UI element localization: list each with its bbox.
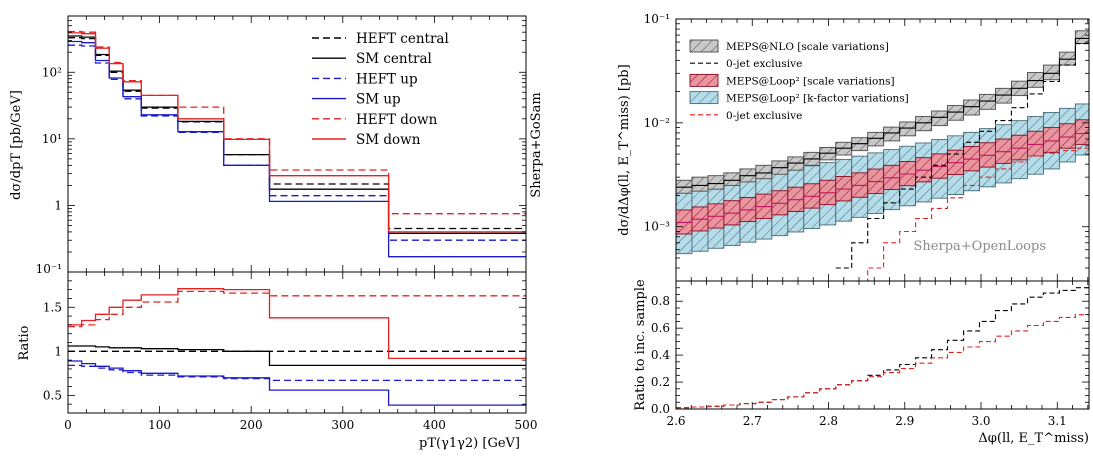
left-legend-label: SM up [356, 92, 401, 108]
right-nlo-band-bin [899, 121, 917, 137]
right-chart: 10⁻³ 10⁻² 10⁻¹ 0.0 0.2 0.4 0.6 0.8 2.6 2.7 2.8 2.9 3… [617, 12, 1090, 446]
right-nlo-band-bin [995, 87, 1012, 104]
right-watermark: Sherpa+OpenLoops [914, 239, 1046, 254]
right-legend-label: 0-jet exclusive [726, 58, 802, 70]
left-watermark: Sherpa+GoSam [529, 92, 544, 197]
right-x-tick-label: 2.8 [819, 414, 838, 428]
right-legend-label: MEPS@Loop² [k-factor variations] [726, 93, 909, 105]
right-nlo-band-bin [1027, 72, 1044, 88]
left-legend-label: HEFT central [356, 31, 449, 47]
right-x-tick-label: 3.1 [1048, 414, 1067, 428]
left-x-tick-label: 400 [423, 418, 446, 432]
right-nlo-band-bin [691, 176, 709, 192]
right-y-axis-label: dσ/dΔφ(ll, E_T^miss) [pb] [617, 64, 632, 235]
left-y-tick-label: 10¹ [42, 132, 62, 146]
left-x-axis-label: pT(γ1γ2) [GeV] [419, 436, 520, 451]
right-x-axis-label: Δφ(ll, E_T^miss) [978, 431, 1089, 446]
right-ratio-axis-label: Ratio to inc. sample [633, 279, 648, 411]
right-ratio-tick-label: 0.4 [651, 348, 670, 362]
right-legend-label: MEPS@NLO [scale variations] [726, 41, 889, 53]
right-loop-scale-band-bin [1074, 119, 1089, 145]
right-ratio-line [676, 314, 1089, 409]
right-loop-scale-band-bin [1042, 127, 1060, 153]
left-legend-label: SM central [356, 51, 432, 67]
right-zero-jet-line [867, 147, 1089, 281]
right-nlo-central-line [676, 37, 1089, 188]
left-series-line [68, 32, 526, 233]
left-ratio-tick-label: 1.5 [43, 300, 62, 314]
left-ratio-axis-label: Ratio [17, 325, 32, 360]
left-plot-area [68, 16, 526, 413]
right-loop-central-line [676, 132, 1089, 223]
left-ratio-tick-label: 1 [54, 344, 62, 358]
left-x-tick-label: 100 [148, 418, 171, 432]
left-y-tick-label: 1 [54, 198, 62, 212]
right-nlo-band-bin [755, 164, 773, 180]
right-nlo-band-bin [963, 99, 980, 116]
right-x-tick-label: 2.9 [895, 414, 914, 428]
right-legend-swatch [689, 39, 719, 53]
right-legend-label: MEPS@Loop² [scale variations] [726, 75, 895, 87]
right-loop-scale-band-bin [1010, 134, 1028, 161]
left-legend-label: SM down [356, 132, 421, 148]
right-nlo-band-bin [883, 126, 901, 142]
right-ratio-frame [675, 280, 1090, 410]
right-loop-scale-band-bin [1027, 130, 1044, 157]
left-ratio-line [68, 290, 526, 328]
left-y-tick-label: 10⁻¹ [36, 262, 62, 276]
right-nlo-band-bin [867, 131, 885, 147]
right-ratio-tick-label: 0.0 [651, 402, 670, 416]
right-legend-swatch [689, 73, 719, 87]
right-nlo-band-bin [707, 175, 725, 190]
right-nlo-band-bin [947, 105, 965, 121]
left-y-tick-label: 10² [42, 65, 62, 79]
right-nlo-band-bin [1058, 51, 1076, 66]
right-top-plot [676, 30, 1089, 281]
right-x-tick-label: 2.7 [743, 414, 762, 428]
right-ratio-tick-label: 0.6 [651, 321, 670, 335]
left-y-axis-label: dσ/dpT [pb/GeV] [9, 90, 24, 200]
right-legend-label: 0-jet exclusive [726, 110, 802, 122]
right-ratio-tick-label: 0.2 [651, 375, 670, 389]
right-y-tick-label: 10⁻³ [644, 220, 671, 234]
right-x-tick-label: 3.0 [971, 414, 990, 428]
right-ratio-tick-label: 0.8 [651, 294, 670, 308]
right-nlo-band-bin [723, 172, 741, 186]
right-x-tick-label: 2.6 [666, 414, 685, 428]
right-zero-jet-line [835, 43, 1089, 269]
left-ratio-line [68, 360, 526, 406]
left-chart: 10⁻¹ 1 10¹ 10² 0.5 1 1.5 0 100 200 300 400 500 dσ/dpT… [9, 15, 544, 451]
right-nlo-band-bin [931, 110, 948, 127]
right-y-tick-label: 10⁻¹ [644, 12, 670, 26]
left-x-tick-label: 200 [240, 418, 263, 432]
right-nlo-band-bin [915, 116, 933, 132]
left-legend-label: HEFT up [356, 71, 418, 87]
left-ratio-tick-label: 0.5 [43, 388, 62, 402]
left-x-tick-label: 300 [331, 418, 354, 432]
left-x-tick-label: 500 [515, 418, 538, 432]
right-legend-swatch [689, 91, 719, 105]
right-nlo-band-bin [979, 93, 996, 110]
right-nlo-band-bin [1042, 64, 1060, 81]
left-ratio-line [68, 288, 526, 360]
right-loop-scale-band-bin [1058, 123, 1076, 149]
left-legend-label: HEFT down [356, 112, 438, 128]
left-ratio-line [68, 345, 526, 367]
left-x-tick-label: 0 [64, 418, 72, 432]
right-y-tick-label: 10⁻² [644, 116, 671, 130]
